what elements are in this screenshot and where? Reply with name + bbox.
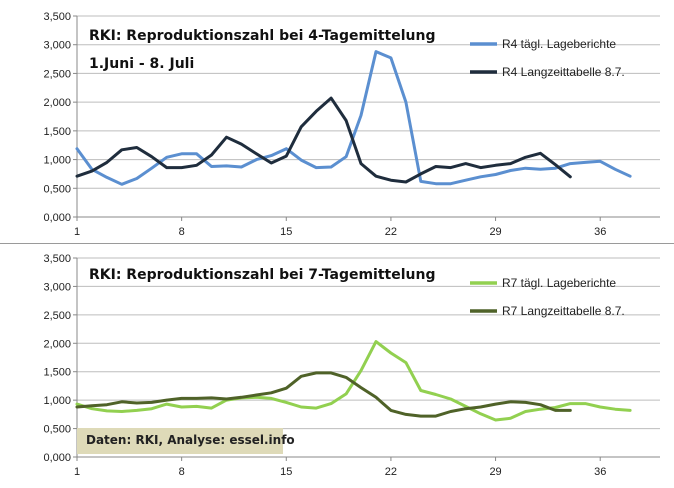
chart-r7-y-tick-label: 0,500 [43, 424, 71, 436]
chart-r7-series [75, 340, 632, 422]
chart-r7-y-tick-label: 3,500 [43, 253, 71, 265]
chart-r7-x-tick-label: 22 [385, 466, 397, 478]
chart-r4: 0,000 0,500 1,000 1,500 2,000 2,500 3,000 3,500… [0, 0, 674, 243]
chart-r4-legend: R4 tägl. Lageberichte R4 Langzeittabelle… [470, 37, 625, 79]
chart-r4-y-tick-label: 2,000 [43, 97, 71, 109]
chart-r7-x-tick-label: 1 [74, 466, 80, 478]
chart-r7-series-line-2 [75, 371, 572, 418]
chart-r4-x-tick-label: 36 [594, 226, 606, 238]
chart-r4-x-tick-label: 15 [280, 226, 292, 238]
chart-r4-y-tick-label: 0,000 [43, 212, 71, 224]
legend-label-r7-longterm: R7 Langzeittabelle 8.7. [502, 304, 625, 318]
chart-r4-y-tick-label: 3,000 [43, 40, 71, 52]
chart-r4-series-line-2 [75, 96, 572, 184]
chart-r4-subtitle: 1.Juni - 8. Juli [89, 56, 194, 72]
chart-r7-svg: 0,000 0,500 1,000 1,500 2,000 2,500 3,000 3,500… [43, 253, 660, 478]
chart-r7-y-tick-label: 2,500 [43, 310, 71, 322]
chart-r4-svg: 0,000 0,500 1,000 1,500 2,000 2,500 3,000 3,500… [43, 11, 660, 238]
source-annotation: Daten: RKI, Analyse: essel.info [86, 433, 295, 447]
chart-r4-y-tick-label: 2,500 [43, 68, 71, 80]
chart-r4-gridlines [77, 15, 660, 189]
legend-label-r4-longterm: R4 Langzeittabelle 8.7. [502, 65, 625, 79]
chart-r4-x-tick-label: 1 [74, 226, 80, 238]
legend-label-r7-daily: R7 tägl. Lageberichte [502, 276, 616, 290]
legend-label-r4-daily: R4 tägl. Lageberichte [502, 37, 616, 51]
chart-r7-y-tick-label: 3,000 [43, 281, 71, 293]
chart-r4-y-tick-label: 1,500 [43, 126, 71, 138]
chart-r7-x-tick-label: 8 [179, 466, 185, 478]
chart-r7-y-ticks: 0,000 0,500 1,000 1,500 2,000 2,500 3,000 3,500 [43, 253, 71, 464]
chart-r7-legend: R7 tägl. Lageberichte R7 Langzeittabelle… [470, 276, 625, 318]
chart-r7-x-ticks: 1 8 15 22 29 36 [74, 466, 606, 478]
chart-r4-y-tick-label: 1,000 [43, 155, 71, 167]
chart-r4-y-ticks: 0,000 0,500 1,000 1,500 2,000 2,500 3,000 3,500 [43, 11, 71, 224]
chart-r7-axes [73, 257, 660, 461]
chart-r7-title: RKI: Reproduktionszahl bei 7-Tagemittelu… [89, 267, 436, 283]
chart-r4-x-tick-label: 22 [385, 226, 397, 238]
chart-r7-y-tick-label: 1,000 [43, 395, 71, 407]
chart-r7: 0,000 0,500 1,000 1,500 2,000 2,500 3,000 3,500… [0, 243, 674, 488]
chart-r4-y-tick-label: 3,500 [43, 11, 71, 23]
chart-r4-series [75, 50, 632, 186]
chart-r7-y-tick-label: 2,000 [43, 338, 71, 350]
chart-r4-series-line-1 [75, 50, 632, 186]
chart-r7-x-tick-label: 15 [280, 466, 292, 478]
chart-r4-x-tick-label: 8 [179, 226, 185, 238]
chart-r7-y-tick-label: 1,500 [43, 367, 71, 379]
chart-r4-x-tick-label: 29 [489, 226, 501, 238]
chart-r4-x-ticks: 1 8 15 22 29 36 [74, 226, 606, 238]
chart-r4-y-tick-label: 0,500 [43, 183, 71, 195]
chart-r7-y-tick-label: 0,000 [43, 452, 71, 464]
chart-r7-x-tick-label: 29 [489, 466, 501, 478]
source-annotation-box [77, 428, 283, 454]
chart-r4-title: RKI: Reproduktionszahl bei 4-Tagemittelu… [89, 28, 436, 44]
chart-r4-axes [73, 15, 660, 221]
chart-r7-x-tick-label: 36 [594, 466, 606, 478]
